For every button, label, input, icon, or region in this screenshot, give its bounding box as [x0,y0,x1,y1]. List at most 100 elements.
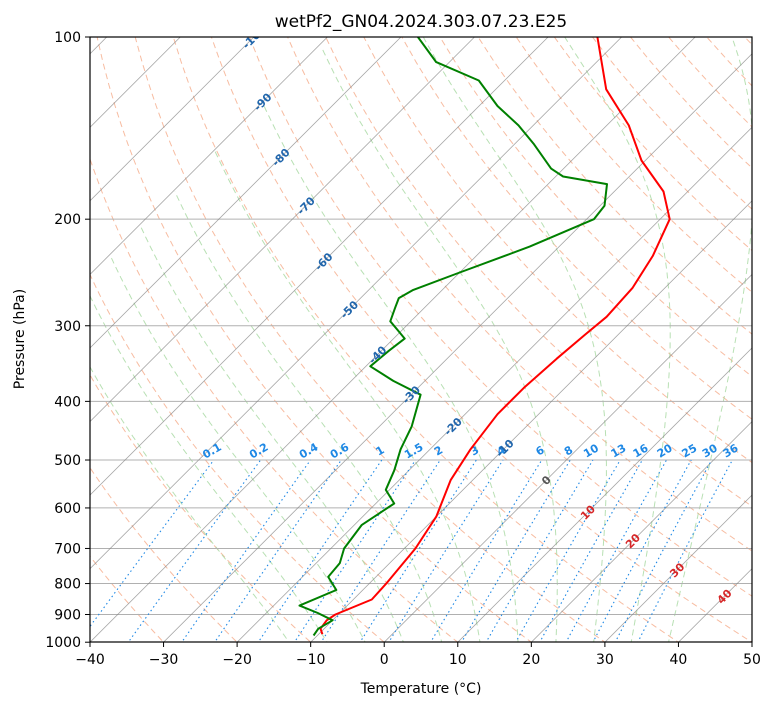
y-tick-label: 700 [54,541,81,557]
mixing-ratio-line [515,459,621,642]
y-tick-label: 300 [54,319,81,335]
mixing-ratio-line [214,459,342,642]
mixing-ratio-line [320,459,441,642]
dry-adiabat [210,37,752,642]
mixing-ratio-line [127,459,262,642]
x-tick-label: 20 [522,652,540,668]
x-axis-label: Temperature (°C) [360,681,482,697]
dry-adiabat [90,157,459,642]
moist-adiabat [321,47,558,642]
isotherm--100 [90,37,255,202]
moist-adiabat [564,37,671,642]
isotherm-20 [530,420,752,642]
mixing-ratio-label: 1 [374,443,387,458]
mixing-ratio-label: 16 [631,441,651,460]
dry-adiabat [134,37,606,642]
moist-adiabat [140,226,404,642]
x-tick-label: 0 [380,652,389,668]
chart-title: wetPf2_GN04.2024.303.07.23.E25 [275,12,567,32]
moist-adiabats [90,37,752,642]
moist-adiabat [214,150,481,642]
plot-area: 0.1 0.2 0.4 0.6 1 1.5 2 3 4 6 8 10 13 16 20 25 30 36 -100… [90,37,752,642]
dry-adiabat [96,37,532,642]
isotherm-label: 0 [539,473,554,488]
isotherm--70 [90,37,475,423]
mixing-ratio-line [359,459,477,642]
dry-adiabats [90,37,752,642]
mixing-ratio-label: 36 [721,441,741,460]
moist-adiabat [174,191,443,642]
dry-adiabat [90,374,312,642]
temperature-line [319,37,671,635]
moist-adiabat [422,37,607,642]
moist-adiabat [263,105,519,642]
isotherm-30 [604,494,752,642]
moist-adiabat [668,37,752,642]
mixing-ratio-line [90,459,215,628]
isotherm-label: -50 [338,298,361,321]
isotherm-10 [457,347,752,642]
dry-adiabat [439,37,752,378]
isotherm-50 [751,641,752,642]
mixing-ratio-label: 0.2 [247,440,270,461]
isotherm--80 [90,37,402,349]
isotherm--60 [90,37,549,496]
dry-adiabat [90,466,238,642]
mixing-ratio-line [181,459,311,642]
dry-adiabat [90,273,385,642]
isotherm-label: -10 [493,437,516,460]
mixing-ratio-line [637,459,733,642]
moist-adiabat [110,255,366,642]
isotherm--30 [163,53,752,642]
x-tick-label: 30 [596,652,614,668]
isotherm-label: -70 [295,194,318,217]
y-axis-label: Pressure (hPa) [12,289,28,389]
isotherm-40 [678,568,752,642]
isotherm--50 [90,37,622,570]
isotherm-label: 40 [715,586,735,606]
mixing-ratio-label: 30 [700,441,720,460]
isotherm--10 [310,200,752,642]
x-tick-label: −30 [149,652,179,668]
x-tick-label: −10 [296,652,326,668]
isotherm-label: -80 [269,146,292,169]
y-tick-label: 100 [54,30,81,46]
skewed-isotherms [90,37,752,642]
x-tick-label: 50 [743,652,761,668]
y-tick-label: 400 [54,394,81,410]
mixing-ratio-label: 25 [680,442,700,461]
dry-adiabat [325,37,752,507]
mixing-ratio-line [539,459,643,642]
dry-adiabat [172,37,680,642]
mixing-ratio-line [430,459,543,642]
mixing-ratio-line [485,459,594,642]
isotherm-label: -90 [251,90,274,113]
dry-adiabat [401,37,752,420]
mixing-ratio-line [388,459,504,642]
dry-adiabat [592,37,752,210]
isobar-grid [90,37,752,642]
x-axis: −40 −30 −20 −10 0 10 20 30 40 50 [75,642,761,668]
mixing-ratio-line [293,459,416,642]
mixing-ratio-line [460,459,571,642]
y-axis: 100 200 300 400 500 600 700 800 900 1000 [45,30,90,651]
dry-adiabat [553,37,752,252]
mixing-ratio-line [592,459,692,642]
y-tick-label: 800 [54,577,81,593]
y-tick-label: 1000 [45,635,81,651]
dry-adiabat [363,37,752,464]
dry-adiabat [706,37,752,87]
isotherm-label: -20 [442,415,465,438]
mixing-ratio-label: 1.5 [402,440,425,461]
mixing-ratio-label: 20 [655,441,675,460]
isotherm-label: -60 [312,250,335,273]
dry-adiabat [630,37,752,169]
moist-adiabat [90,365,290,642]
mixing-ratio-label: 0.1 [200,440,223,461]
dry-adiabat [249,37,752,597]
mixing-ratio-label: 8 [562,443,575,458]
isotherm-label: 10 [578,502,598,522]
y-tick-label: 600 [54,501,81,517]
moist-adiabat [90,294,328,642]
